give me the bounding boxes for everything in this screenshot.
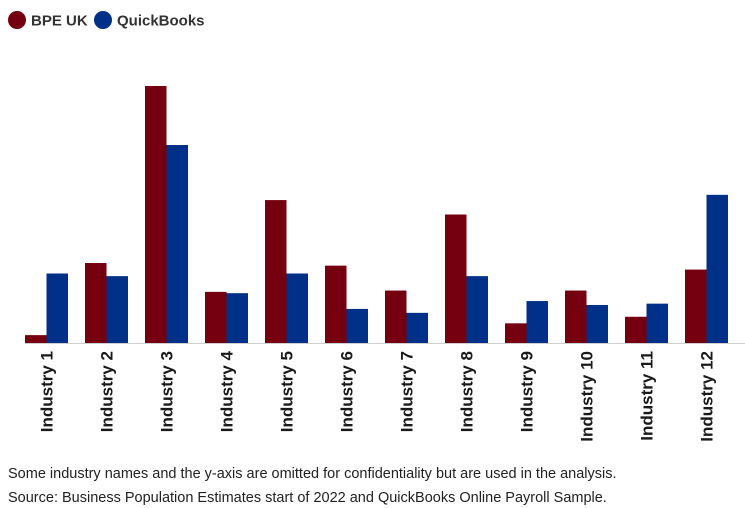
x-tick-label-8: Industry 8: [458, 351, 477, 432]
bar-bpe-uk-4: [205, 291, 227, 343]
bar-quickbooks-8: [466, 276, 488, 343]
bar-quickbooks-2: [106, 276, 128, 343]
legend-swatch-quickbooks: [94, 11, 112, 29]
bar-bpe-uk-7: [385, 290, 407, 343]
bar-bpe-uk-8: [445, 214, 467, 343]
bar-quickbooks-3: [166, 145, 188, 343]
bar-quickbooks-4: [226, 293, 248, 343]
legend-swatch-bpe-uk: [8, 11, 26, 29]
legend-label-bpe-uk: BPE UK: [31, 13, 88, 30]
source-note: Source: Business Population Estimates st…: [8, 490, 607, 506]
x-tick-label-2: Industry 2: [98, 351, 117, 432]
bar-bpe-uk-5: [265, 200, 287, 343]
bars: [25, 86, 728, 343]
x-tick-label-6: Industry 6: [338, 351, 357, 432]
x-tick-labels: Industry 1 Industry 2 Industry 3 Industry 4…: [38, 350, 717, 441]
x-tick-label-10: Industry 10: [578, 351, 597, 442]
x-tick-label-4: Industry 4: [218, 350, 237, 432]
bar-quickbooks-6: [346, 308, 368, 343]
x-tick-label-9: Industry 9: [518, 351, 537, 432]
bar-quickbooks-11: [646, 303, 668, 343]
bar-bpe-uk-10: [565, 290, 587, 343]
x-tick-label-7: Industry 7: [398, 351, 417, 432]
x-tick-label-11: Industry 11: [638, 351, 657, 441]
bar-bpe-uk-6: [325, 265, 347, 343]
bar-quickbooks-9: [526, 301, 548, 343]
x-tick-label-5: Industry 5: [278, 351, 297, 432]
bar-quickbooks-7: [406, 312, 428, 343]
bar-bpe-uk-11: [625, 316, 647, 343]
bar-quickbooks-5: [286, 273, 308, 343]
bar-bpe-uk-2: [85, 263, 107, 343]
confidentiality-note: Some industry names and the y-axis are o…: [8, 466, 617, 482]
bar-quickbooks-12: [706, 194, 728, 343]
legend-label-quickbooks: QuickBooks: [117, 13, 205, 30]
bar-chart: BPE UK QuickBooks Industry 1 Industry 2 Ind…: [8, 11, 745, 442]
bar-quickbooks-10: [586, 304, 608, 343]
bar-bpe-uk-9: [505, 323, 527, 343]
bar-bpe-uk-3: [145, 86, 167, 343]
bar-bpe-uk-12: [685, 269, 707, 343]
x-tick-label-3: Industry 3: [158, 351, 177, 432]
legend: BPE UK QuickBooks: [8, 11, 205, 30]
x-tick-label-12: Industry 12: [698, 351, 717, 442]
x-tick-label-1: Industry 1: [38, 351, 57, 432]
bar-bpe-uk-1: [25, 335, 47, 343]
bar-quickbooks-1: [46, 273, 68, 343]
